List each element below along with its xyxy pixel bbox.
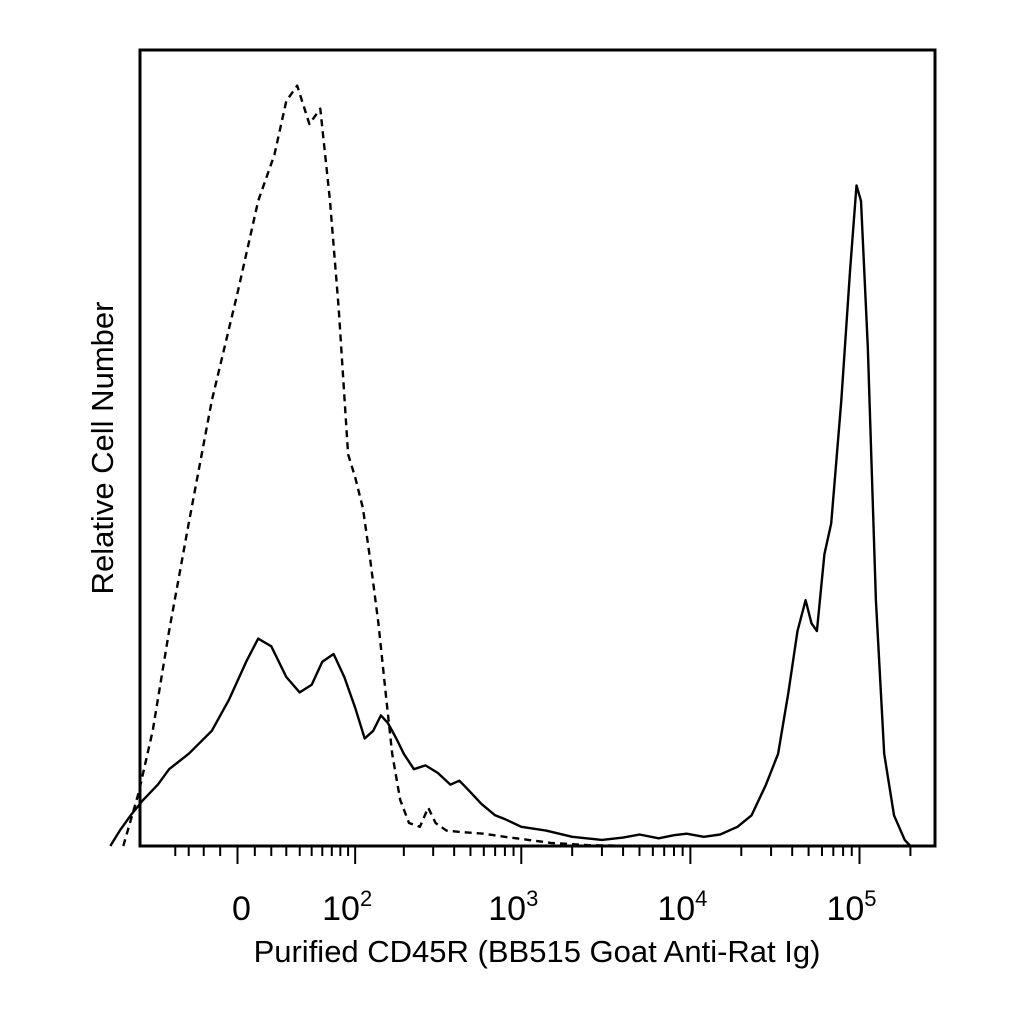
x-tick-label-base: 10 <box>322 890 360 928</box>
x-tick-label-base: 10 <box>826 890 864 928</box>
x-axis-ticks <box>174 846 912 864</box>
x-tick-label: 0 <box>232 890 251 928</box>
y-axis-label: Relative Cell Number <box>85 302 120 595</box>
x-axis-label: Purified CD45R (BB515 Goat Anti-Rat Ig) <box>254 934 821 969</box>
series-line-solid <box>109 184 912 847</box>
x-tick-label-base: 10 <box>488 890 526 928</box>
x-tick-label-base: 10 <box>657 890 695 928</box>
x-tick-label: 102 <box>322 886 372 928</box>
x-tick-label: 105 <box>826 886 876 928</box>
plot-area <box>109 84 912 848</box>
series-line-dashed <box>122 84 911 848</box>
x-tick-label-exponent: 5 <box>864 886 876 911</box>
x-axis-tick-labels: 0 102 103 104 105 <box>232 886 877 928</box>
plot-frame <box>138 48 937 848</box>
x-tick-label-exponent: 3 <box>526 886 538 911</box>
x-tick-label-exponent: 2 <box>360 886 372 911</box>
x-tick-label: 103 <box>488 886 538 928</box>
x-tick-label: 104 <box>657 886 707 928</box>
x-tick-label-exponent: 4 <box>695 886 707 911</box>
